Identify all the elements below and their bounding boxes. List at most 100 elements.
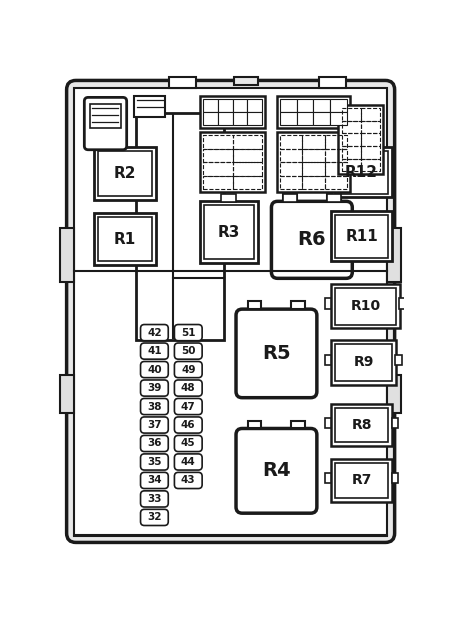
Bar	[313, 112, 330, 125]
Text: 32: 32	[147, 513, 162, 522]
Bar	[330, 112, 347, 125]
Text: 33: 33	[147, 494, 162, 504]
Bar	[331, 284, 400, 329]
Bar	[204, 205, 254, 259]
FancyBboxPatch shape	[140, 435, 168, 452]
Bar	[60, 374, 74, 413]
Bar	[342, 108, 361, 121]
Bar	[387, 374, 401, 413]
Bar	[392, 473, 398, 483]
Bar	[325, 298, 332, 309]
Text: 45: 45	[181, 438, 196, 449]
Bar	[324, 176, 347, 189]
FancyBboxPatch shape	[175, 361, 202, 378]
FancyBboxPatch shape	[140, 509, 168, 526]
Bar	[324, 149, 347, 162]
Bar	[203, 149, 233, 162]
Bar	[392, 418, 398, 428]
Bar	[297, 112, 313, 125]
Bar	[338, 105, 383, 175]
Bar	[342, 134, 361, 146]
Bar	[248, 112, 262, 125]
Bar	[60, 228, 74, 282]
Bar	[200, 132, 266, 192]
Text: 39: 39	[147, 383, 162, 393]
Bar	[280, 176, 302, 189]
FancyBboxPatch shape	[140, 361, 168, 378]
FancyBboxPatch shape	[84, 97, 127, 150]
Bar	[283, 194, 297, 202]
FancyBboxPatch shape	[236, 309, 317, 397]
FancyBboxPatch shape	[140, 417, 168, 433]
Bar	[292, 301, 305, 309]
FancyBboxPatch shape	[175, 435, 202, 452]
Bar	[200, 96, 266, 128]
Bar	[319, 77, 346, 88]
Text: R4: R4	[262, 461, 291, 480]
Bar	[302, 176, 324, 189]
FancyBboxPatch shape	[175, 380, 202, 396]
Text: 40: 40	[147, 365, 162, 374]
Bar	[361, 121, 380, 134]
Bar	[283, 194, 297, 201]
Bar	[135, 96, 165, 118]
Bar	[277, 96, 350, 128]
Bar	[331, 404, 392, 446]
FancyBboxPatch shape	[140, 324, 168, 340]
Text: 42: 42	[147, 327, 162, 337]
FancyBboxPatch shape	[175, 454, 202, 470]
Text: R11: R11	[345, 229, 378, 244]
Bar	[331, 459, 392, 501]
FancyBboxPatch shape	[271, 201, 352, 279]
Bar	[136, 113, 225, 340]
Bar	[330, 99, 347, 112]
Bar	[335, 215, 388, 258]
Bar	[98, 217, 152, 261]
Bar	[169, 77, 196, 88]
Bar	[233, 149, 262, 162]
FancyBboxPatch shape	[140, 399, 168, 415]
Bar	[342, 146, 361, 158]
Bar	[396, 355, 401, 365]
Bar	[233, 112, 248, 125]
Bar	[313, 99, 330, 112]
Bar	[280, 162, 302, 176]
Bar	[325, 355, 332, 365]
Bar	[277, 132, 350, 192]
Text: R2: R2	[114, 166, 136, 181]
Bar	[361, 158, 380, 171]
Bar	[331, 211, 392, 261]
Bar	[342, 121, 361, 134]
FancyBboxPatch shape	[67, 80, 395, 542]
Bar	[297, 99, 313, 112]
Bar	[280, 112, 297, 125]
FancyBboxPatch shape	[140, 343, 168, 359]
Text: 41: 41	[147, 346, 162, 356]
Text: 51: 51	[181, 327, 196, 337]
Text: R5: R5	[262, 344, 291, 363]
Bar	[94, 147, 156, 200]
FancyBboxPatch shape	[175, 324, 202, 340]
Bar	[98, 151, 152, 196]
Bar	[248, 421, 261, 428]
Bar	[280, 99, 297, 112]
Bar	[233, 162, 262, 176]
Text: R9: R9	[353, 355, 373, 370]
Bar	[203, 176, 233, 189]
Text: R3: R3	[217, 225, 240, 240]
Bar	[361, 108, 380, 121]
Bar	[387, 228, 401, 282]
Bar	[248, 301, 261, 309]
Text: 36: 36	[147, 438, 162, 449]
Bar	[331, 147, 392, 197]
Text: R10: R10	[350, 299, 380, 313]
Bar	[335, 463, 388, 498]
FancyBboxPatch shape	[175, 472, 202, 488]
FancyBboxPatch shape	[236, 428, 317, 513]
Text: 44: 44	[181, 457, 196, 467]
Bar	[248, 99, 262, 112]
Text: R7: R7	[351, 474, 372, 487]
Bar	[399, 298, 405, 309]
Bar	[233, 176, 262, 189]
Bar	[361, 146, 380, 158]
